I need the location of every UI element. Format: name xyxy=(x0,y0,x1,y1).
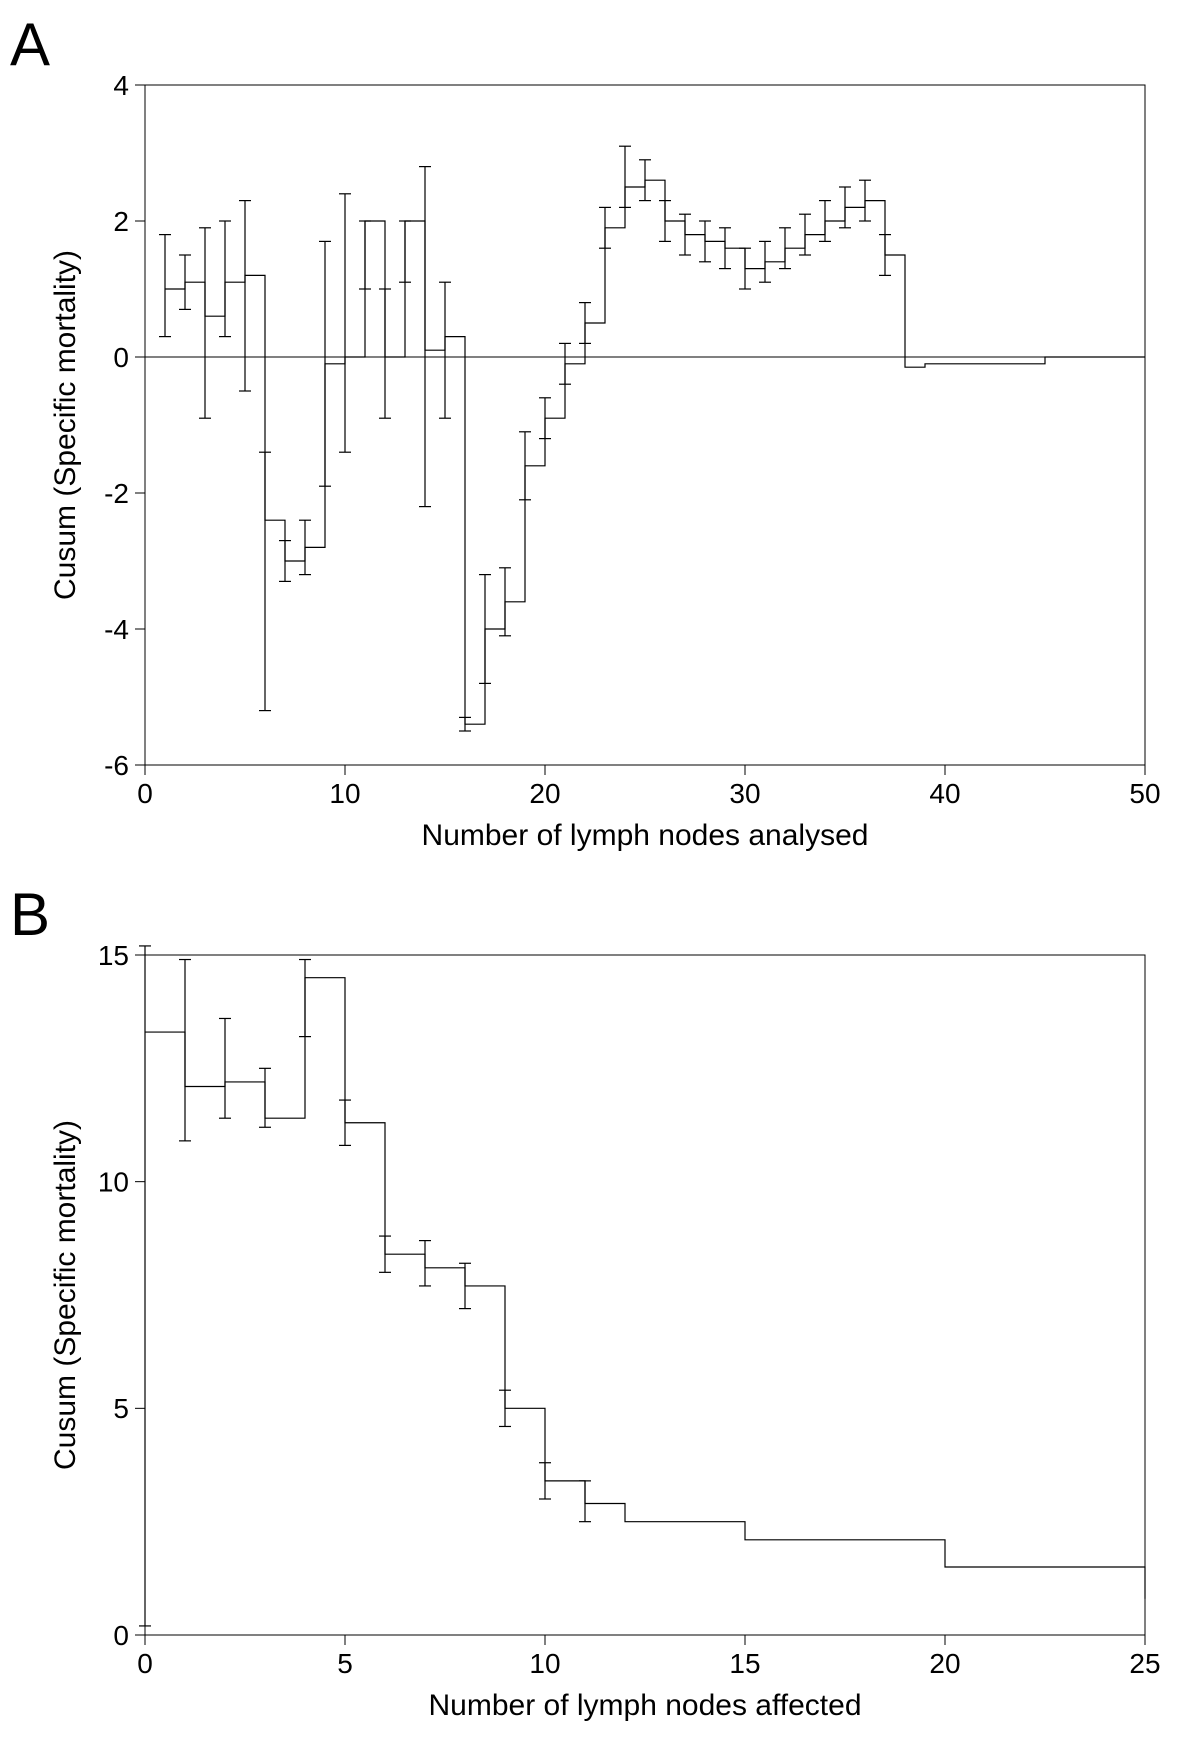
svg-text:50: 50 xyxy=(1129,778,1160,809)
svg-text:15: 15 xyxy=(98,940,129,971)
svg-text:4: 4 xyxy=(113,70,129,101)
svg-text:10: 10 xyxy=(98,1166,129,1197)
svg-text:0: 0 xyxy=(113,342,129,373)
svg-text:10: 10 xyxy=(329,778,360,809)
svg-text:40: 40 xyxy=(929,778,960,809)
svg-text:25: 25 xyxy=(1129,1648,1160,1679)
svg-text:Cusum (Specific mortality): Cusum (Specific mortality) xyxy=(49,250,82,600)
svg-text:5: 5 xyxy=(113,1393,129,1424)
svg-text:0: 0 xyxy=(137,1648,153,1679)
svg-text:0: 0 xyxy=(113,1620,129,1651)
svg-text:15: 15 xyxy=(729,1648,760,1679)
svg-text:2: 2 xyxy=(113,206,129,237)
panel-a-svg: 0 10 20 30 40 50 -6 -4 -2 0 2 4 Number of lymph node… xyxy=(0,0,1181,870)
svg-text:Number of lymph nodes analysed: Number of lymph nodes analysed xyxy=(422,819,869,852)
svg-text:-6: -6 xyxy=(104,750,129,781)
figure-container: A 01020304050-6-4-2024Number of lymph no… xyxy=(0,0,1181,1751)
svg-text:20: 20 xyxy=(529,778,560,809)
svg-text:20: 20 xyxy=(929,1648,960,1679)
svg-text:Cusum (Specific mortality): Cusum (Specific mortality) xyxy=(49,1120,82,1470)
panel-a-chart: 0 10 20 30 40 50 -6 -4 -2 0 2 4 Number of lymph node… xyxy=(0,0,1181,870)
panel-b-svg: 0 5 10 15 20 25 0 5 10 15 Number of lymph nodes af… xyxy=(0,870,1181,1751)
svg-text:10: 10 xyxy=(529,1648,560,1679)
svg-text:30: 30 xyxy=(729,778,760,809)
svg-text:5: 5 xyxy=(337,1648,353,1679)
svg-text:-2: -2 xyxy=(104,478,129,509)
svg-text:0: 0 xyxy=(137,778,153,809)
panel-b-chart: 0 5 10 15 20 25 0 5 10 15 Number of lymph nodes af… xyxy=(0,870,1181,1751)
svg-text:-4: -4 xyxy=(104,614,129,645)
svg-text:Number of lymph nodes affected: Number of lymph nodes affected xyxy=(428,1689,861,1722)
